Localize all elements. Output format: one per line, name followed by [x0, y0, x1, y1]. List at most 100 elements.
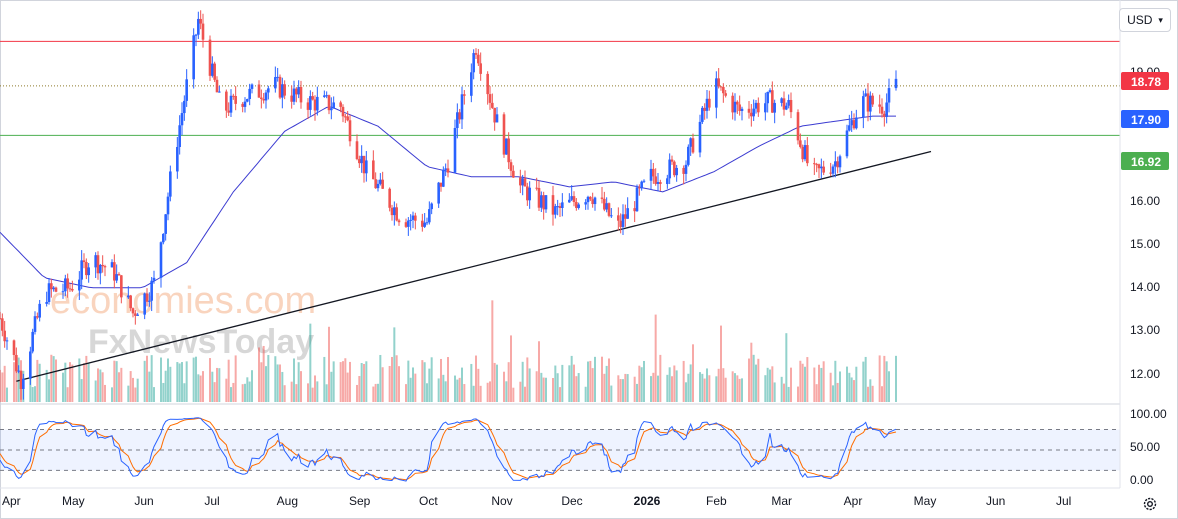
volume-bar: [260, 362, 263, 402]
candle-body: [738, 104, 741, 111]
volume-bar: [365, 361, 368, 402]
volume-bar: [409, 377, 412, 402]
volume-bar: [339, 362, 342, 402]
candle-body: [327, 95, 331, 111]
volume-bar: [640, 367, 643, 402]
candle-body: [736, 101, 739, 105]
volume-bar: [750, 342, 753, 402]
volume-bar: [358, 376, 361, 402]
volume-bar: [486, 382, 489, 402]
volume-bar: [503, 371, 505, 402]
volume-bar: [153, 387, 155, 402]
candle-body: [855, 117, 858, 129]
candle-body: [715, 78, 718, 108]
volume-bar: [463, 384, 466, 402]
candle-body: [864, 93, 867, 97]
time-tick: Mar: [771, 494, 792, 508]
candle-body: [607, 203, 611, 216]
candle-body: [668, 159, 671, 179]
volume-bar: [853, 380, 855, 402]
candle-body: [120, 275, 123, 298]
volume-bar: [132, 377, 134, 402]
volume-bar: [363, 363, 365, 402]
candle-body: [374, 179, 377, 189]
candle-body: [211, 63, 214, 76]
candle-body: [201, 23, 205, 40]
candle-body: [208, 39, 212, 76]
candle-body: [64, 278, 67, 292]
candle-body: [799, 140, 802, 147]
candle-body: [801, 146, 804, 160]
volume-bar: [538, 341, 540, 402]
volume-bar: [748, 358, 750, 402]
candle-body: [675, 167, 678, 176]
candle-body: [575, 202, 578, 208]
candle-body: [299, 87, 303, 103]
candle-body: [717, 78, 720, 87]
resistance-badge-label: 18.78: [1131, 75, 1161, 89]
volume-bar: [183, 383, 186, 402]
volume-bar: [148, 371, 151, 402]
time-tick: Aug: [277, 494, 298, 508]
volume-bar: [493, 362, 496, 402]
candle-body: [31, 331, 34, 352]
candle-body: [523, 178, 527, 187]
settings-button[interactable]: [1139, 493, 1161, 515]
volume-bar: [584, 386, 587, 402]
volume-bar: [871, 385, 874, 402]
candle-body: [101, 264, 104, 267]
volume-bar: [111, 387, 113, 402]
volume-bar: [724, 377, 727, 402]
volume-bar: [127, 385, 130, 402]
candle-body: [701, 107, 704, 122]
candle-body: [199, 18, 202, 24]
volume-bar: [3, 365, 6, 402]
volume-bar: [381, 367, 384, 402]
volume-bar: [741, 378, 743, 402]
candlesticks: [0, 10, 898, 400]
volume-bar: [540, 372, 543, 402]
volume-bar: [619, 379, 622, 402]
volume-bar: [94, 380, 97, 402]
candle-body: [162, 233, 165, 243]
candle-body: [806, 145, 809, 164]
candle-body: [537, 187, 541, 208]
candle-body: [740, 108, 744, 111]
currency-select[interactable]: USD ▾: [1119, 8, 1171, 32]
oscillator-tick: 0.00: [1130, 473, 1154, 487]
candle-body: [568, 199, 571, 203]
volume-bar: [64, 362, 67, 402]
candle-body: [766, 91, 769, 104]
volume-bar: [178, 363, 181, 402]
candle-body: [747, 108, 751, 113]
volume-bar: [797, 386, 799, 402]
candle-body: [148, 300, 151, 302]
candle-body: [411, 215, 415, 220]
volume-bar: [855, 366, 858, 402]
volume-bar: [479, 385, 482, 402]
volume-bar: [227, 359, 230, 402]
volume-bar: [241, 384, 244, 402]
candle-body: [183, 100, 186, 114]
candle-body: [570, 196, 573, 200]
candle-body: [698, 121, 702, 153]
volume-bar: [652, 372, 655, 402]
volume-bar: [577, 373, 580, 402]
candle-body: [605, 203, 608, 210]
candle-body: [309, 96, 312, 110]
trendline[interactable]: [16, 150, 932, 382]
volume-bar: [209, 358, 211, 402]
volume-bar: [129, 371, 132, 402]
volume-bar: [699, 372, 701, 402]
stochastic-oscillator: [0, 417, 1120, 482]
time-axis: Apr May Jun Jul Aug Sep Oct Nov Dec 2026 Feb Mar Apr…: [2, 494, 1071, 508]
candle-body: [803, 145, 807, 160]
volume-bar: [832, 385, 834, 402]
volume-bar: [421, 360, 424, 402]
volume-bar: [115, 361, 118, 402]
candle-body: [341, 106, 345, 117]
volume-bar: [766, 367, 769, 402]
volume-bar: [633, 376, 636, 402]
candle-body: [52, 287, 55, 290]
candle-body: [262, 98, 265, 101]
